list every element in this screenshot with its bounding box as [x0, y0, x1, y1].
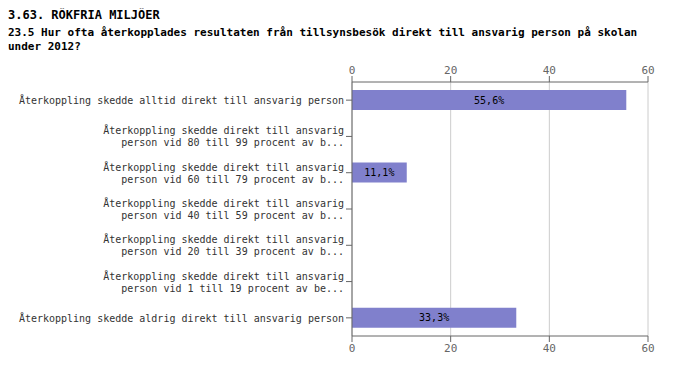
svg-text:Återkoppling skedde aldrig dir: Återkoppling skedde aldrig direkt till a…	[19, 311, 344, 323]
svg-text:60: 60	[641, 64, 654, 77]
svg-text:Återkoppling skedde direkt til: Återkoppling skedde direkt till ansvarig…	[103, 197, 344, 221]
svg-text:40: 40	[543, 342, 556, 355]
svg-text:33,3%: 33,3%	[419, 312, 449, 323]
html-text:23.5 Hur ofta återkopplades re: 23.5 Hur ofta återkopplades resultaten f…	[8, 26, 638, 53]
svg-text:Återkoppling skedde direkt til: Återkoppling skedde direkt till ansvarig…	[103, 124, 344, 148]
svg-text:60: 60	[641, 342, 654, 355]
svg-text:Återkoppling skedde direkt til: Återkoppling skedde direkt till ansvarig…	[103, 160, 344, 184]
svg-text:Återkoppling skedde direkt til: Återkoppling skedde direkt till ansvarig…	[103, 269, 344, 293]
html-text:3.63. RÖKFRIA MILJÖER: 3.63. RÖKFRIA MILJÖER	[8, 8, 160, 22]
svg-text:55,6%: 55,6%	[474, 95, 504, 106]
svg-text:20: 20	[444, 342, 457, 355]
svg-text:0: 0	[349, 342, 356, 355]
svg-text:Återkoppling skedde direkt til: Återkoppling skedde direkt till ansvarig…	[103, 233, 344, 257]
svg-text:11,1%: 11,1%	[364, 167, 394, 178]
svg-text:Återkoppling skedde alltid dir: Återkoppling skedde alltid direkt till a…	[19, 94, 344, 106]
svg-text:40: 40	[543, 64, 556, 77]
svg-text:0: 0	[349, 64, 356, 77]
svg-text:20: 20	[444, 64, 457, 77]
